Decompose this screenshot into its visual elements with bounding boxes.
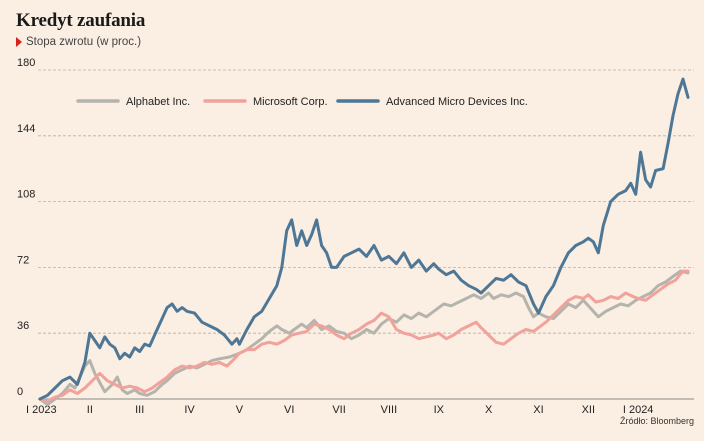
x-tick-label-5: VI xyxy=(284,404,294,416)
x-tick-label-6: VII xyxy=(332,404,345,416)
x-tick-label-11: XII xyxy=(582,404,595,416)
y-tick-label-72: 72 xyxy=(17,254,29,266)
y-tick-label-144: 144 xyxy=(17,123,35,135)
x-tick-label-1: II xyxy=(87,404,93,416)
chart-title: Kredyt zaufania xyxy=(16,10,146,31)
x-tick-label-7: VIII xyxy=(381,404,398,416)
source-note: Źródło: Bloomberg xyxy=(619,416,694,426)
chart-subtitle: Stopa zwrotu (w proc.) xyxy=(16,36,141,48)
legend-label-0: Alphabet Inc. xyxy=(126,96,190,108)
subtitle-text: Stopa zwrotu (w proc.) xyxy=(26,36,142,48)
series-line-2 xyxy=(38,77,690,401)
x-tick-label-3: IV xyxy=(184,404,195,416)
subtitle-marker-icon xyxy=(16,37,22,47)
y-tick-label-36: 36 xyxy=(17,320,29,332)
legend-label-2: Advanced Micro Devices Inc. xyxy=(386,96,528,108)
x-tick-label-9: X xyxy=(485,404,493,416)
legend-label-1: Microsoft Corp. xyxy=(253,96,328,108)
y-tick-label-108: 108 xyxy=(17,189,35,201)
series-line-1 xyxy=(38,269,690,403)
y-tick-label-180: 180 xyxy=(17,57,35,69)
x-tick-label-12: I 2024 xyxy=(623,404,654,416)
series-line-0 xyxy=(38,269,690,406)
x-tick-label-0: I 2023 xyxy=(26,404,57,416)
x-tick-label-8: IX xyxy=(434,404,445,416)
y-tick-label-0: 0 xyxy=(17,386,23,398)
x-tick-label-2: III xyxy=(135,404,144,416)
x-tick-label-10: XI xyxy=(533,404,543,416)
x-tick-label-4: V xyxy=(236,404,244,416)
